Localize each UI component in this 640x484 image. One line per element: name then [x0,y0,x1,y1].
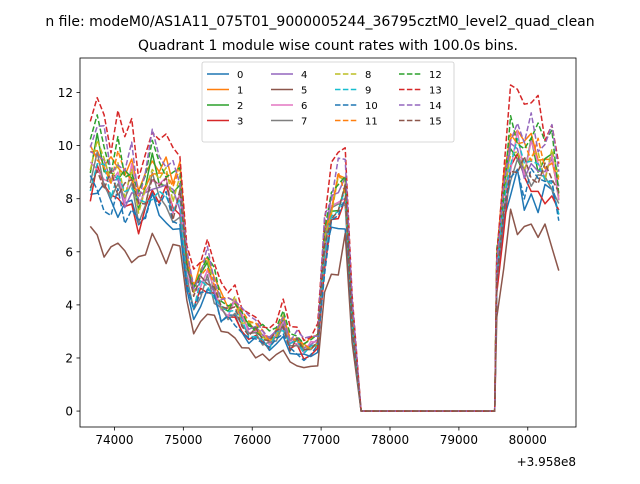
series-lines [89,84,560,412]
x-axis-offset-label: +3.958e8 [517,455,576,469]
x-tick-label: 78000 [371,433,409,447]
figure-suptitle: n file: modeM0/AS1A11_075T01_9000005244_… [45,14,594,30]
legend-label-6: 6 [301,101,307,112]
axes: 74000 75000 76000 77000 78000 79000 80000 0 2 4 6 8… [58,57,577,447]
legend-label-5: 5 [301,86,307,97]
y-tick-label: 10 [58,139,73,153]
y-tick-label: 8 [65,192,73,206]
x-tick-label: 75000 [164,433,202,447]
legend-label-15: 15 [429,117,442,128]
y-tick-label: 4 [65,298,73,312]
series-line-8 [89,139,560,412]
legend-label-11: 11 [365,117,378,128]
legend-box [201,61,455,143]
legend-label-13: 13 [429,86,442,97]
legend-label-10: 10 [365,101,378,112]
series-line-13 [89,84,560,412]
legend-label-0: 0 [237,70,243,81]
y-tick-label: 6 [65,245,73,259]
axes-frame [79,57,577,428]
legend-label-4: 4 [301,70,307,81]
legend-label-9: 9 [365,86,371,97]
series-line-9 [89,137,560,412]
y-tick-label: 0 [65,405,73,419]
x-tick-label: 76000 [233,433,271,447]
x-tick-label: 80000 [509,433,547,447]
legend-label-2: 2 [237,101,243,112]
x-tick-label: 79000 [440,433,478,447]
legend-label-3: 3 [237,117,243,128]
legend-label-1: 1 [237,86,243,97]
legend-label-12: 12 [429,70,442,81]
series-line-group [89,84,560,412]
x-tick-label: 77000 [302,433,340,447]
chart-title: Quadrant 1 module wise count rates with … [138,38,518,54]
legend-label-8: 8 [365,70,371,81]
y-tick-label: 2 [65,351,73,365]
legend-label-7: 7 [301,117,307,128]
series-line-15 [89,155,560,412]
series-line-14 [89,112,560,412]
series-line-5 [89,208,560,412]
x-tick-label: 74000 [95,433,133,447]
y-tick-label: 12 [58,86,73,100]
legend-label-14: 14 [429,101,442,112]
